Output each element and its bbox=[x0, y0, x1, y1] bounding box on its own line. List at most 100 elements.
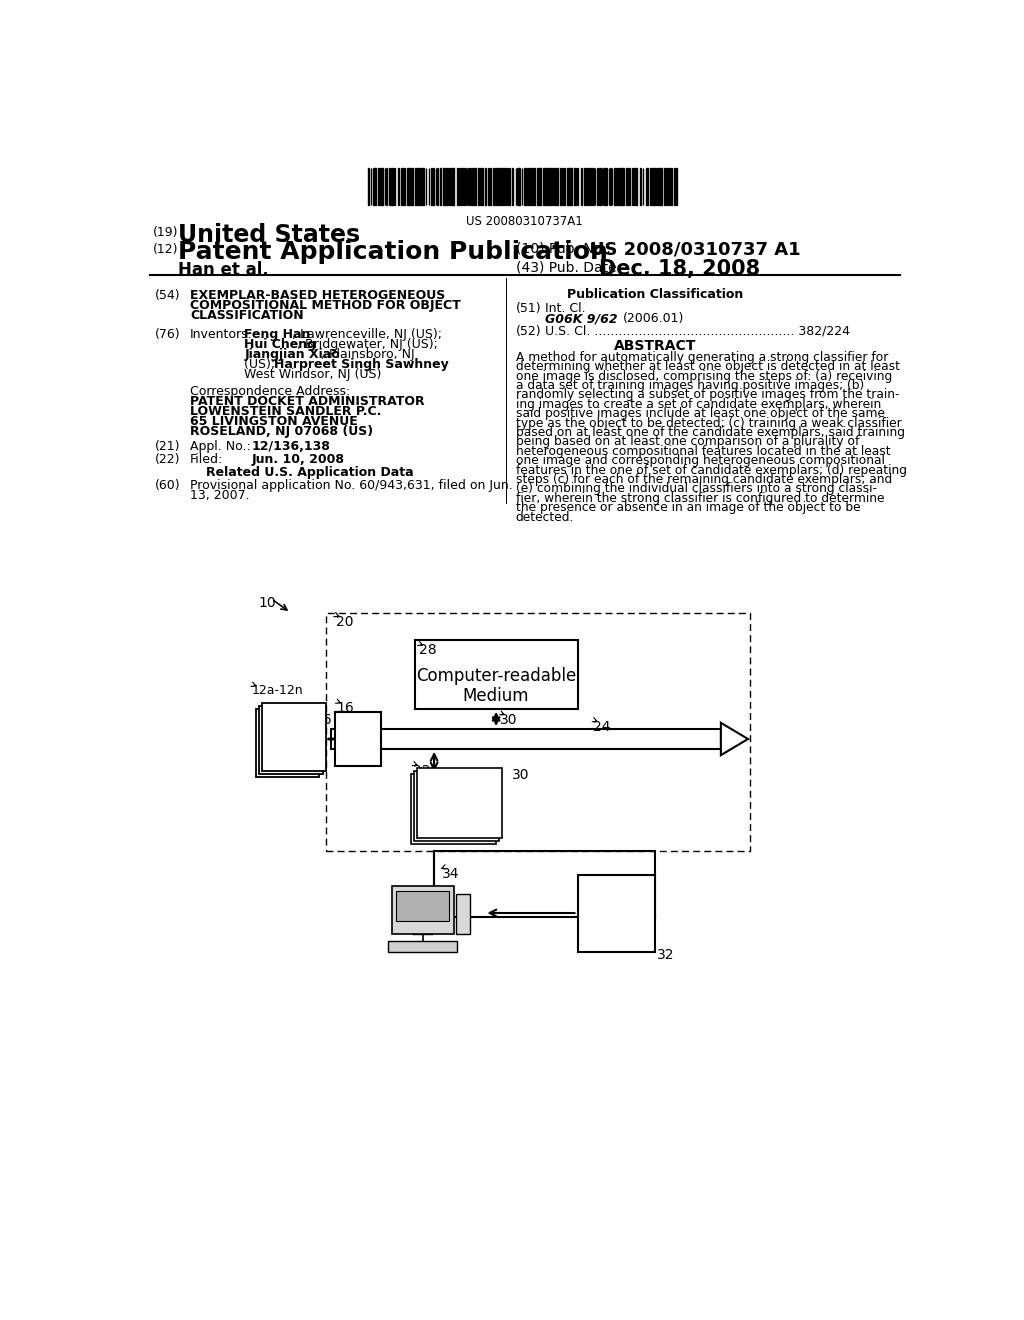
Text: Related U.S. Application Data: Related U.S. Application Data bbox=[206, 466, 414, 479]
Bar bbox=[599, 168, 601, 205]
Text: ABSTRACT: ABSTRACT bbox=[613, 339, 696, 352]
Text: 16: 16 bbox=[337, 701, 354, 715]
Bar bbox=[538, 168, 540, 205]
Text: Jiangjian Xiao: Jiangjian Xiao bbox=[245, 348, 340, 360]
Bar bbox=[489, 168, 492, 205]
Text: one image and corresponding heterogeneous compositional: one image and corresponding heterogeneou… bbox=[515, 454, 885, 467]
Bar bbox=[617, 168, 618, 205]
Text: features in the one of set of candidate exemplars; (d) repeating: features in the one of set of candidate … bbox=[515, 463, 906, 477]
Bar bbox=[627, 168, 628, 205]
Bar bbox=[524, 168, 526, 205]
Text: Appl. No.:: Appl. No.: bbox=[190, 441, 251, 453]
Bar bbox=[432, 168, 434, 205]
Bar bbox=[407, 168, 409, 205]
Text: Inventors:: Inventors: bbox=[190, 327, 253, 341]
Bar bbox=[414, 771, 500, 841]
Text: Patent Application Publication: Patent Application Publication bbox=[178, 240, 608, 264]
Bar bbox=[400, 168, 403, 205]
Text: ing images to create a set of candidate exemplars, wherein: ing images to create a set of candidate … bbox=[515, 397, 881, 411]
Bar bbox=[517, 168, 518, 205]
Text: 12a-12n: 12a-12n bbox=[252, 684, 304, 697]
Bar bbox=[442, 168, 445, 205]
Bar bbox=[552, 168, 554, 205]
Text: uP: uP bbox=[433, 796, 468, 824]
Text: A method for automatically generating a strong classifier for: A method for automatically generating a … bbox=[515, 351, 888, 364]
Bar bbox=[577, 168, 579, 205]
Bar bbox=[512, 168, 513, 205]
Bar bbox=[545, 168, 547, 205]
Bar bbox=[660, 168, 662, 205]
Text: Dec. 18, 2008: Dec. 18, 2008 bbox=[599, 259, 761, 279]
Text: Publication Classification: Publication Classification bbox=[567, 288, 743, 301]
Bar bbox=[676, 168, 678, 205]
Text: Correspondence Address:: Correspondence Address: bbox=[190, 385, 350, 397]
Bar bbox=[449, 168, 451, 205]
Text: (51): (51) bbox=[515, 302, 541, 314]
Bar bbox=[331, 729, 721, 748]
Text: , Bridgewater, NJ (US);: , Bridgewater, NJ (US); bbox=[297, 338, 438, 351]
Text: PATENT DOCKET ADMINISTRATOR: PATENT DOCKET ADMINISTRATOR bbox=[190, 395, 425, 408]
Bar bbox=[439, 168, 441, 205]
Bar bbox=[381, 168, 383, 205]
Bar bbox=[335, 711, 381, 766]
Bar bbox=[472, 168, 474, 205]
Text: 12/136,138: 12/136,138 bbox=[252, 441, 331, 453]
Bar bbox=[548, 168, 550, 205]
Text: US 20080310737A1: US 20080310737A1 bbox=[466, 215, 584, 228]
Text: 34: 34 bbox=[442, 867, 460, 880]
Text: 13, 2007.: 13, 2007. bbox=[190, 488, 250, 502]
Bar bbox=[403, 168, 406, 205]
Text: (52): (52) bbox=[515, 325, 541, 338]
Text: (10) Pub. No.:: (10) Pub. No.: bbox=[515, 242, 614, 256]
Bar bbox=[591, 168, 592, 205]
Bar bbox=[621, 168, 622, 205]
Text: (43) Pub. Date:: (43) Pub. Date: bbox=[515, 261, 621, 275]
Bar bbox=[543, 168, 544, 205]
Text: LOWENSTEIN SANDLER P.C.: LOWENSTEIN SANDLER P.C. bbox=[190, 405, 381, 418]
Bar bbox=[567, 168, 570, 205]
Text: type as the object to be detected; (c) training a weak classifier: type as the object to be detected; (c) t… bbox=[515, 417, 901, 429]
Text: 30: 30 bbox=[512, 768, 529, 783]
Text: G06K 9/62: G06K 9/62 bbox=[545, 313, 617, 326]
Text: (21): (21) bbox=[155, 441, 180, 453]
Bar bbox=[378, 168, 379, 205]
Text: (12): (12) bbox=[153, 243, 178, 256]
Bar bbox=[588, 168, 590, 205]
Text: 22: 22 bbox=[414, 763, 431, 777]
Bar bbox=[388, 941, 458, 952]
Text: Han et al.: Han et al. bbox=[178, 261, 269, 279]
Bar bbox=[503, 168, 504, 205]
Text: fier, wherein the strong classifier is configured to determine: fier, wherein the strong classifier is c… bbox=[515, 492, 884, 504]
Bar bbox=[634, 168, 637, 205]
Text: Filed:: Filed: bbox=[190, 453, 223, 466]
Text: West Windsor, NJ (US): West Windsor, NJ (US) bbox=[245, 368, 382, 381]
Bar bbox=[674, 168, 675, 205]
Bar bbox=[500, 168, 501, 205]
Bar bbox=[391, 168, 393, 205]
Bar bbox=[326, 612, 751, 851]
Bar bbox=[411, 775, 496, 843]
Text: (2006.01): (2006.01) bbox=[623, 313, 684, 326]
Bar bbox=[563, 168, 565, 205]
Text: (60): (60) bbox=[155, 479, 181, 492]
Bar bbox=[646, 168, 648, 205]
Text: detected.: detected. bbox=[515, 511, 573, 524]
Text: EXEMPLAR-BASED HETEROGENEOUS: EXEMPLAR-BASED HETEROGENEOUS bbox=[190, 289, 445, 301]
Bar bbox=[578, 874, 655, 952]
Text: Computer-readable
Medium: Computer-readable Medium bbox=[416, 667, 577, 705]
Text: heterogeneous compositional features located in the at least: heterogeneous compositional features loc… bbox=[515, 445, 890, 458]
Text: Provisional application No. 60/943,631, filed on Jun.: Provisional application No. 60/943,631, … bbox=[190, 479, 513, 492]
Text: US 2008/0310737 A1: US 2008/0310737 A1 bbox=[590, 240, 801, 257]
Text: (76): (76) bbox=[155, 327, 181, 341]
Text: 30: 30 bbox=[500, 713, 517, 727]
Text: a data set of training images having positive images; (b): a data set of training images having pos… bbox=[515, 379, 864, 392]
Bar bbox=[477, 168, 480, 205]
Text: (19): (19) bbox=[153, 226, 178, 239]
Text: Jun. 10, 2008: Jun. 10, 2008 bbox=[252, 453, 345, 466]
Text: determining whether at least one object is detected in at least: determining whether at least one object … bbox=[515, 360, 899, 374]
Bar bbox=[653, 168, 655, 205]
Text: 24: 24 bbox=[593, 719, 610, 734]
Bar bbox=[614, 168, 616, 205]
Text: CLASSIFICATION: CLASSIFICATION bbox=[190, 309, 304, 322]
Text: randomly selecting a subset of positive images from the train-: randomly selecting a subset of positive … bbox=[515, 388, 899, 401]
